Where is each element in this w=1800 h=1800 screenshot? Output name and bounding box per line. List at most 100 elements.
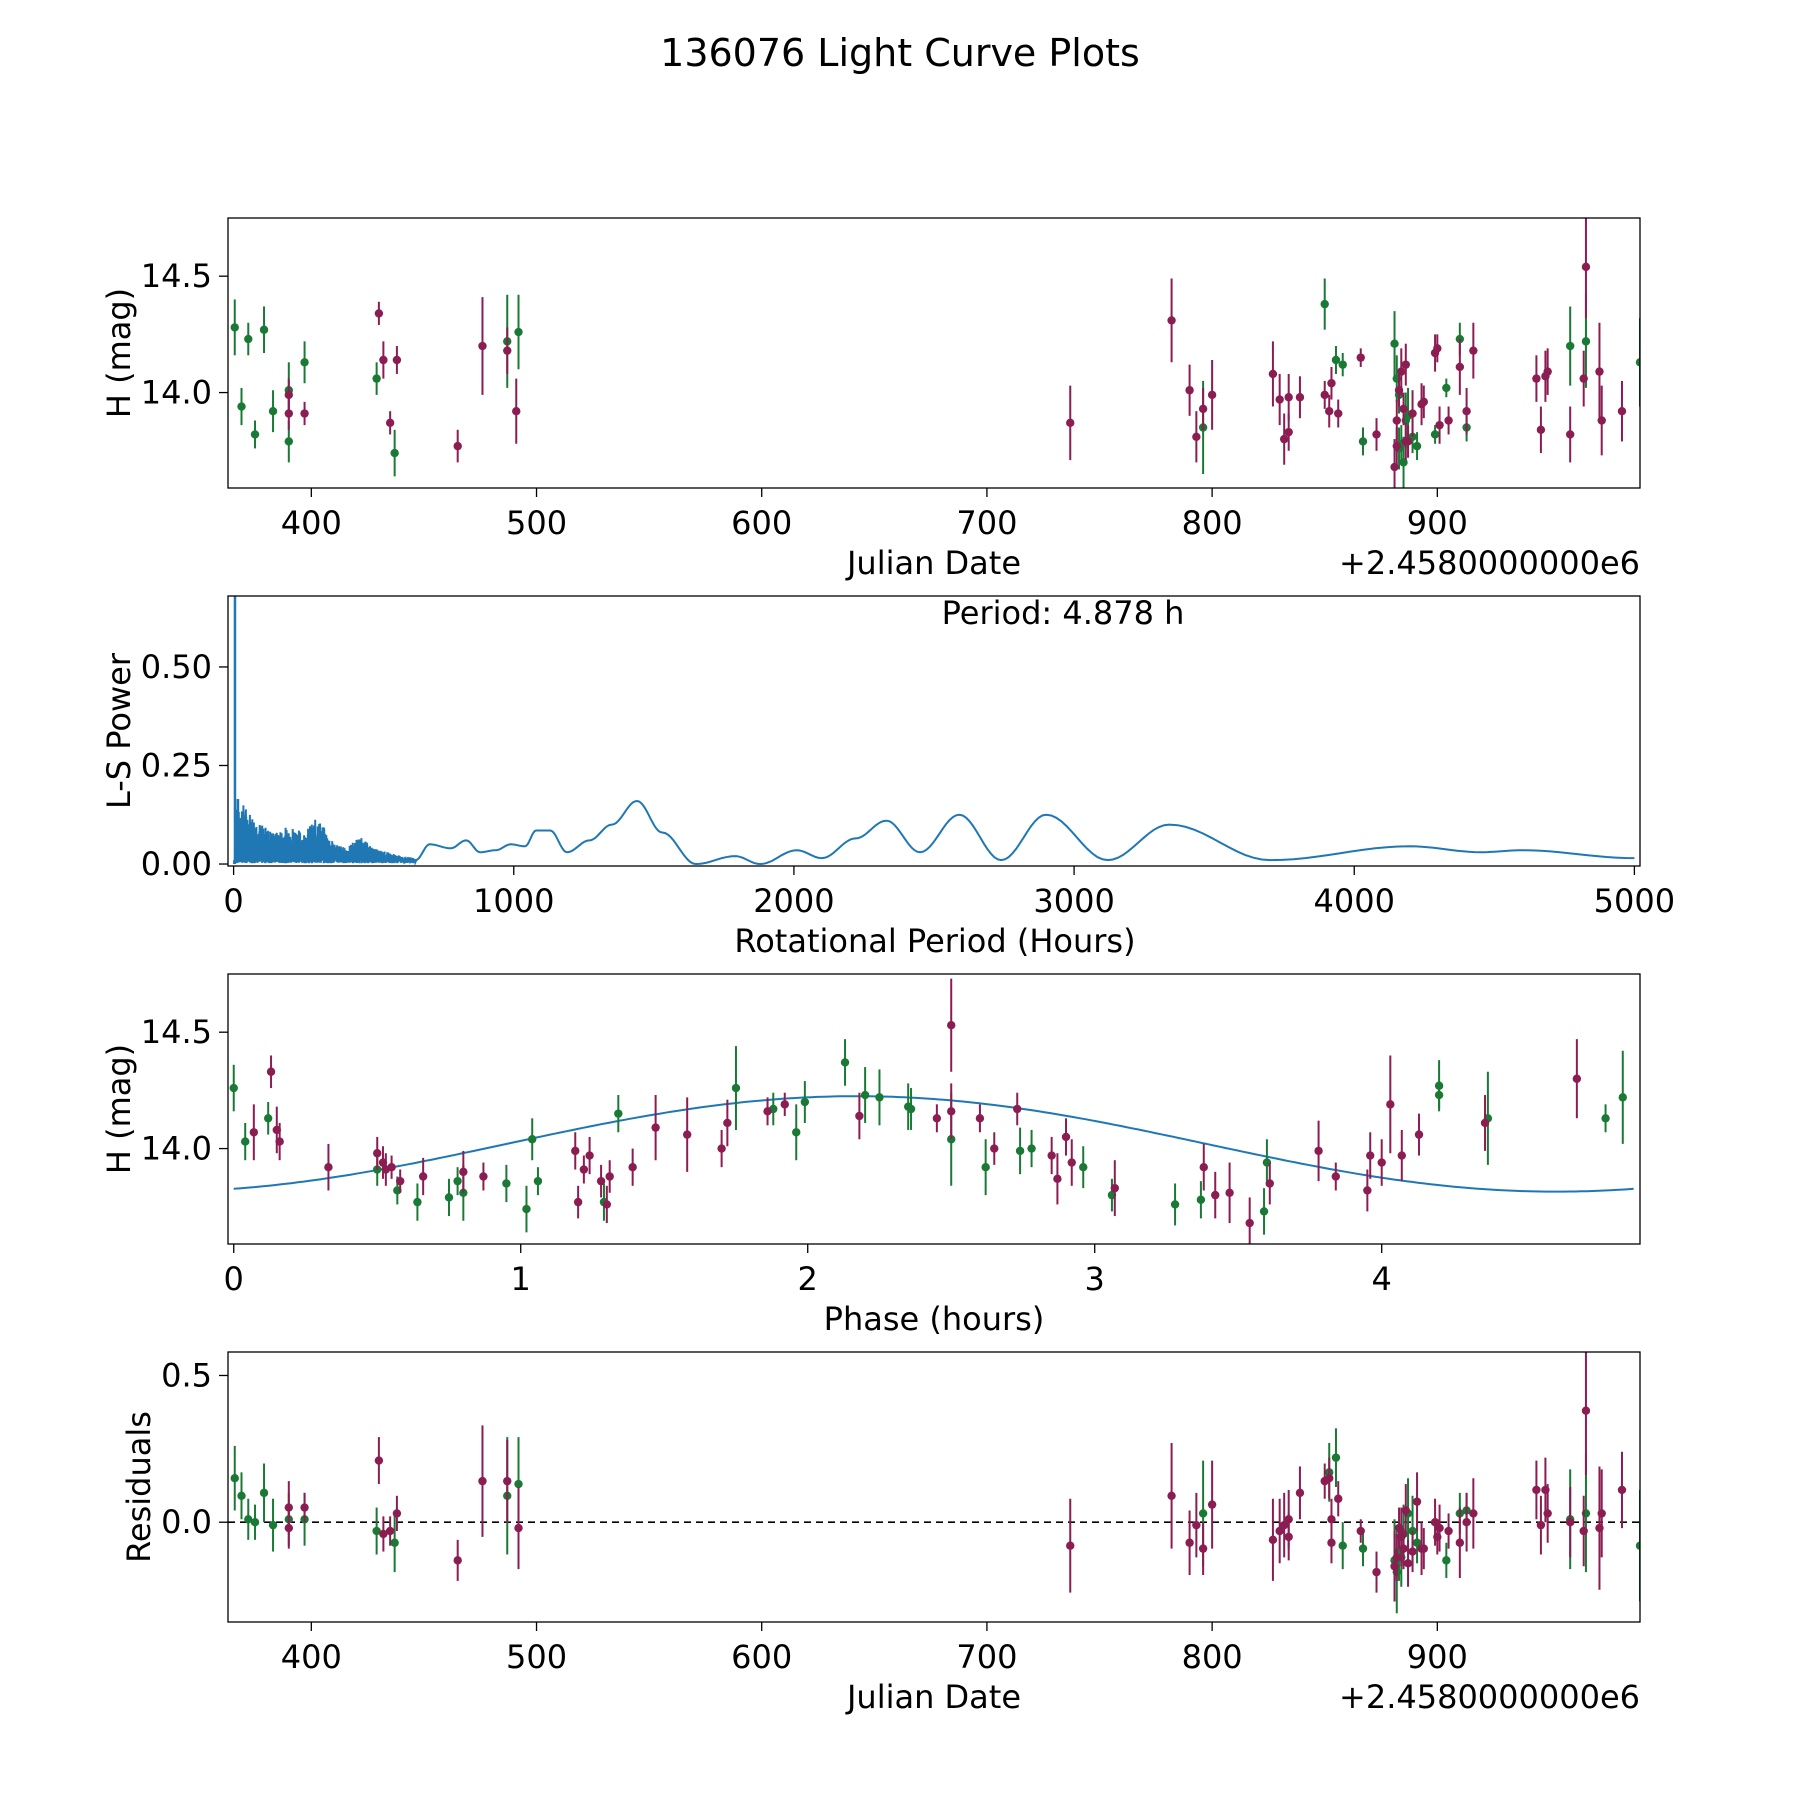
data-point: [1372, 1567, 1381, 1577]
data-point: [244, 1515, 253, 1524]
data-point: [418, 1172, 428, 1181]
data-point: [1401, 360, 1410, 369]
x-axis-label: Julian Date: [845, 1678, 1021, 1716]
data-point: [1331, 355, 1341, 365]
data-point: [614, 1109, 623, 1118]
data-point: [1198, 404, 1208, 414]
data-point: [284, 1523, 294, 1533]
x-tick-label: 900: [1407, 1638, 1468, 1676]
data-point: [1268, 369, 1278, 379]
data-point: [502, 1179, 511, 1188]
data-point: [1279, 434, 1289, 444]
data-point: [1597, 416, 1606, 425]
data-point: [1635, 1541, 1640, 1550]
data-point: [1469, 346, 1478, 355]
data-point: [1185, 386, 1194, 395]
data-point: [453, 1556, 462, 1565]
data-point: [906, 1104, 916, 1114]
data-point: [259, 1488, 269, 1498]
x-tick-label: 4000: [1314, 882, 1395, 920]
plot-frame: [227, 217, 1641, 489]
data-point: [250, 430, 260, 439]
data-point: [605, 1172, 614, 1181]
data-point: [651, 1123, 660, 1132]
x-tick-label: 500: [506, 504, 567, 542]
data-point: [392, 1509, 402, 1518]
data-point: [1617, 1485, 1627, 1495]
data-point: [932, 1114, 942, 1123]
data-point: [241, 1137, 250, 1146]
green-series: [229, 1039, 1627, 1235]
data-point: [1399, 1544, 1408, 1553]
data-point: [478, 1476, 487, 1486]
data-point: [1338, 360, 1347, 369]
data-point: [1565, 430, 1575, 439]
x-tick-label: 800: [1182, 1638, 1243, 1676]
data-point: [1581, 337, 1591, 346]
data-point: [373, 1149, 382, 1158]
data-point: [1372, 430, 1381, 439]
data-point: [975, 1114, 985, 1123]
x-tick-label: 600: [731, 504, 792, 542]
data-point: [1356, 1526, 1365, 1536]
data-point: [1334, 409, 1343, 418]
data-point: [1331, 1453, 1341, 1462]
data-point: [300, 1503, 309, 1512]
data-point: [1199, 1162, 1208, 1172]
data-point: [855, 1111, 864, 1121]
data-point: [1601, 1114, 1610, 1123]
data-point: [284, 409, 294, 418]
data-point: [390, 1538, 399, 1547]
data-point: [385, 418, 395, 428]
data-point: [1211, 1190, 1220, 1200]
x-tick-label: 400: [281, 504, 342, 542]
data-point: [1110, 1183, 1120, 1193]
data-point: [1532, 374, 1541, 383]
y-tick-label: 0.00: [141, 845, 212, 883]
x-tick-label: 0: [224, 1260, 244, 1298]
x-tick-label: 500: [506, 1638, 567, 1676]
data-point: [1536, 425, 1546, 435]
data-point: [387, 1162, 396, 1172]
y-axis-label: H (mag): [100, 1044, 138, 1174]
data-point: [259, 325, 269, 334]
data-point: [840, 1058, 850, 1067]
data-point: [763, 1107, 772, 1116]
data-point: [392, 355, 402, 365]
data-point: [1284, 427, 1293, 437]
data-point: [1397, 1151, 1406, 1160]
y-axis-label: H (mag): [100, 288, 138, 418]
data-point: [514, 327, 523, 337]
data-point: [514, 1479, 523, 1489]
data-point: [1320, 299, 1329, 309]
data-point: [1455, 362, 1465, 372]
data-point: [1314, 1146, 1323, 1156]
y-axis-label: L-S Power: [100, 652, 138, 809]
data-point: [1565, 341, 1575, 351]
data-point: [1198, 1509, 1208, 1518]
data-point: [514, 1523, 523, 1533]
data-point: [1399, 458, 1408, 467]
data-point: [1433, 344, 1442, 353]
x-tick-label: 4: [1372, 1260, 1392, 1298]
data-point: [1331, 1172, 1340, 1181]
y-tick-label: 14.5: [141, 257, 212, 295]
x-axis-label: Julian Date: [845, 544, 1021, 582]
data-point: [1435, 420, 1444, 430]
data-point: [1419, 397, 1429, 407]
plot-frame: [227, 1351, 1641, 1623]
data-point: [947, 1135, 956, 1144]
data-point: [628, 1162, 637, 1172]
data-point: [1392, 441, 1401, 451]
data-point: [573, 1197, 583, 1207]
x-tick-label: 900: [1407, 504, 1468, 542]
data-point: [1469, 1509, 1478, 1518]
data-point: [453, 1176, 462, 1186]
fit-curve: [233, 1095, 1634, 1193]
data-point: [1579, 1526, 1588, 1536]
data-point: [1536, 1520, 1546, 1530]
data-point: [1013, 1104, 1022, 1114]
data-point: [1581, 262, 1591, 272]
data-point: [1363, 1186, 1372, 1195]
data-point: [1430, 430, 1440, 439]
